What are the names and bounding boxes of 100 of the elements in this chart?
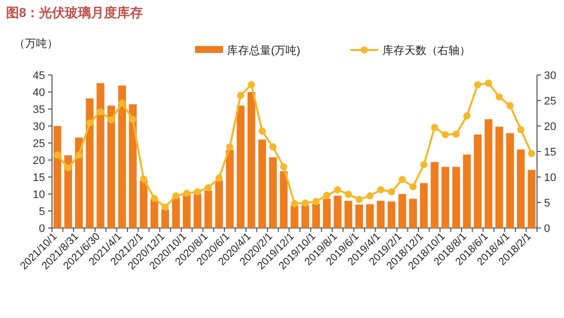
point [312,198,320,206]
bar [344,200,352,228]
point [290,200,298,208]
bar [409,198,417,228]
bar [204,190,212,228]
bar [484,119,492,228]
point [248,81,255,88]
point [506,102,514,110]
legend-label: 库存总量(万吨) [227,44,300,57]
point [54,151,61,159]
y-tick-label: 45 [32,70,45,82]
bar [516,149,525,228]
bar [248,92,256,228]
point [258,128,266,135]
y-tick-label: 35 [32,104,45,116]
point [215,174,223,182]
bar [388,201,396,228]
bar [194,194,202,228]
bar [172,197,180,228]
bar [376,200,385,228]
point [517,126,524,134]
y-tick-label: 5 [38,206,45,218]
point [398,176,406,184]
point [420,161,428,168]
y-tick-label: 25 [32,138,45,150]
bar [474,134,482,228]
point [528,150,536,158]
point [409,183,417,190]
point [194,188,202,196]
point [204,184,212,192]
bar [290,206,298,228]
bar [258,140,266,228]
point [496,93,503,101]
y2-tick-label: 10 [544,172,556,184]
bar [236,106,244,228]
point [150,194,158,202]
bar [226,150,234,228]
bar [64,155,72,228]
bar [161,209,170,228]
point [280,163,288,170]
bar [463,154,471,228]
chart-title: 图8：光伏玻璃月度库存 [6,5,144,20]
bar [420,183,428,228]
y-axis-title: （万吨） [14,37,58,50]
point [442,131,449,138]
bar [312,204,320,228]
bar [86,98,94,228]
y2-tick-label: 15 [544,146,556,158]
bar [280,171,288,228]
y-tick-label: 40 [32,87,45,99]
point [431,124,438,132]
bar [452,166,460,228]
point [75,151,83,159]
y2-tick-label: 25 [544,96,556,108]
bar [96,83,104,228]
y2-tick-label: 5 [544,198,550,210]
y-tick-label: 15 [32,172,45,184]
point [484,80,492,87]
bar [150,199,158,228]
point [366,192,374,200]
bar [506,133,514,228]
point [129,116,136,123]
point [452,130,460,138]
bar [107,106,116,228]
bar [495,126,504,228]
bar [54,126,62,228]
y2-tick-label: 30 [544,70,556,82]
y-tick-label: 10 [32,189,45,201]
bar [128,104,137,228]
point [344,190,352,198]
point [226,143,234,151]
bar [215,180,223,228]
bar [118,86,126,228]
point [388,188,396,196]
y-tick-label: 20 [32,155,45,167]
legend-label: 库存天数（右轴） [382,44,470,57]
point [118,99,126,107]
point [172,192,180,200]
bar [430,162,438,228]
bar [355,204,364,228]
point [474,81,482,88]
bar [140,180,148,228]
bar [301,205,310,228]
point [96,108,104,116]
point [356,196,363,204]
y-tick-label: 30 [32,121,45,133]
bar [182,194,191,228]
point [334,186,342,194]
point [162,203,169,211]
bar [75,138,83,228]
y-tick-label: 0 [38,223,45,235]
bar [269,157,277,228]
point [323,192,330,199]
point [140,175,148,183]
bar [322,198,331,228]
bar [528,170,536,228]
bar [334,196,342,228]
point [108,116,115,124]
point [269,143,277,151]
y2-tick-label: 0 [544,223,550,235]
